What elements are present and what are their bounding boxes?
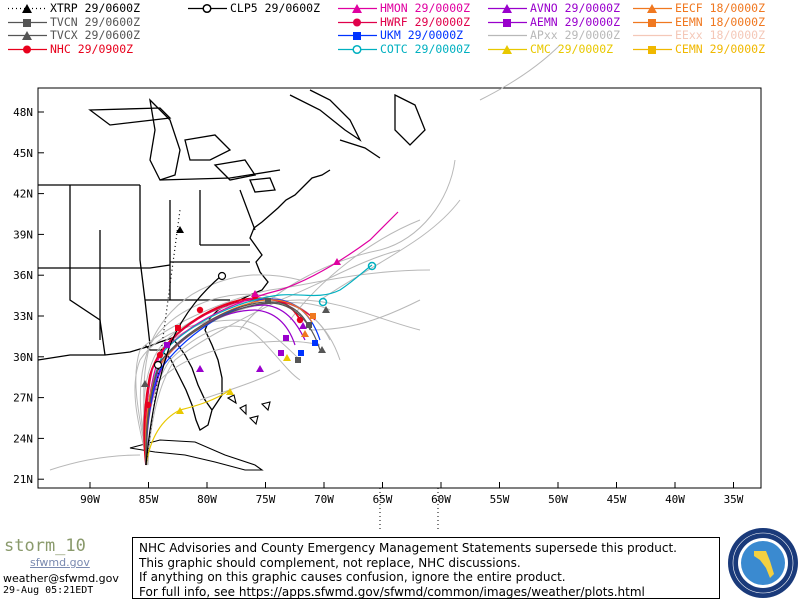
legend-item: HWRF 29/0000Z (335, 14, 485, 29)
legend-label: NHC 29/0900Z (50, 41, 134, 56)
disclaimer-line: If anything on this graphic causes confu… (139, 570, 566, 584)
legend-label: UKM 29/0000Z (380, 28, 464, 42)
legend-item: EExx 18/0000Z (630, 29, 780, 42)
legend-label: HWRF 29/0000Z (380, 14, 471, 29)
latitude-label: 42N (13, 188, 33, 201)
disclaimer-line: NHC Advisories and County Emergency Mana… (139, 541, 677, 555)
storm-logo-text: storm_10 (4, 536, 86, 556)
legend-swatch-icon (633, 45, 672, 54)
legend-item: COTC 29/0000Z (335, 41, 485, 56)
legend-item: AVNO 29/0000Z (485, 2, 635, 15)
disclaimer-line: This graphic should complement, not repl… (139, 555, 521, 570)
issue-date: 29-Aug 05:21EDT (3, 585, 94, 596)
legend-label: EExx 18/0000Z (675, 28, 766, 42)
latitude-label: 30N (13, 351, 33, 364)
longitude-label: 70W (314, 493, 334, 506)
legend-swatch-icon (488, 34, 527, 37)
legend-item: CEMN 29/0000Z (630, 41, 780, 56)
legend-swatch-icon (488, 18, 527, 27)
xtrp-track (145, 209, 181, 466)
latitude-label: 48N (13, 106, 33, 119)
legend-swatch-icon (633, 4, 672, 13)
legend-label: CEMN 29/0000Z (675, 41, 766, 56)
legend-item: TVCX 29/0600Z (5, 29, 155, 42)
legend-swatch-icon (8, 4, 47, 13)
legend-item: UKM 29/0000Z (335, 29, 485, 42)
legend-item: CLP5 29/0600Z (185, 2, 335, 15)
eecf-track (144, 299, 313, 466)
legend-swatch-icon (633, 34, 672, 37)
legend-item: APxx 29/0000Z (485, 29, 635, 42)
latitude-label: 33N (13, 310, 33, 323)
longitude-label: 55W (490, 493, 510, 506)
longitude-label: 65W (373, 493, 393, 506)
legend-label: CLP5 29/0600Z (230, 1, 321, 15)
longitude-label: 50W (548, 493, 568, 506)
legend-swatch-icon (338, 18, 377, 26)
longitude-label: 90W (80, 493, 100, 506)
legend-item: EEMN 18/0000Z (630, 14, 780, 29)
legend-label: XTRP 29/0600Z (50, 1, 141, 15)
legend-swatch-icon (633, 18, 672, 27)
disclaimer-line: For full info, see https://apps.sfwmd.go… (139, 584, 645, 599)
contact-email[interactable]: weather@sfwmd.gov (3, 572, 119, 585)
hwrf-track (144, 298, 316, 466)
longitude-label: 60W (431, 493, 451, 506)
legend-item: CMC 29/0000Z (485, 41, 635, 56)
model-tracks (143, 209, 399, 466)
legend-swatch-icon (8, 31, 47, 40)
legend-swatch-icon (488, 44, 527, 54)
sfwmd-seal-icon (728, 528, 798, 598)
latitude-label: 24N (13, 432, 33, 445)
legend-label: AVNO 29/0000Z (530, 1, 621, 15)
legend-swatch-icon (338, 44, 377, 54)
legend-label: CMC 29/0000Z (530, 41, 614, 56)
legend-label: AEMN 29/0000Z (530, 14, 621, 29)
legend-swatch-icon (8, 45, 47, 53)
legend-label: EECF 18/0000Z (675, 1, 766, 15)
legend-item: AEMN 29/0000Z (485, 14, 635, 29)
legend-swatch-icon (188, 3, 227, 14)
longitude-label: 80W (197, 493, 217, 506)
legend-label: HMON 29/0000Z (380, 1, 471, 15)
legend-swatch-icon (338, 32, 377, 40)
latitude-label: 27N (13, 392, 33, 405)
legend-item: NHC 29/0900Z (5, 41, 155, 56)
latitude-label: 36N (13, 269, 33, 282)
legend-item: HMON 29/0000Z (335, 2, 485, 15)
legend-swatch-icon (488, 4, 527, 13)
latitude-label: 21N (13, 473, 33, 486)
disclaimer-box: NHC Advisories and County Emergency Mana… (132, 537, 720, 599)
legend-item: TVCN 29/0600Z (5, 14, 155, 29)
legend-swatch-icon (8, 18, 47, 27)
legend-label: APxx 29/0000Z (530, 28, 621, 42)
latitude-label: 45N (13, 147, 33, 160)
legend-label: TVCN 29/0600Z (50, 14, 141, 29)
sfwmd-link[interactable]: sfwmd.gov (30, 556, 90, 569)
islands (129, 394, 271, 471)
latitude-labels: 48N 45N 42N 39N 36N 33N 30N 27N 24N 21N (13, 106, 44, 486)
longitude-label: 35W (724, 493, 744, 506)
legend-label: COTC 29/0000Z (380, 41, 471, 56)
longitude-labels: 90W 85W 80W 75W 70W 65W 60W 55W 50W 45W 40W 35W (80, 482, 744, 506)
legend: XTRP 29/0600Z TVCN 29/0600Z TVCX 29/0600Z N… (0, 0, 800, 60)
legend-item: EECF 18/0000Z (630, 2, 780, 15)
hmon-track (145, 211, 399, 466)
longitude-label: 45W (607, 493, 627, 506)
track-markers (141, 226, 377, 414)
tvcx-track (145, 302, 321, 466)
latitude-label: 39N (13, 228, 33, 241)
longitude-label: 75W (256, 493, 276, 506)
legend-swatch-icon (338, 4, 377, 13)
legend-label: TVCX 29/0600Z (50, 28, 141, 42)
longitude-label: 40W (665, 493, 685, 506)
legend-label: EEMN 18/0000Z (675, 14, 766, 29)
legend-item: XTRP 29/0600Z (5, 2, 155, 15)
map-frame (37, 87, 762, 489)
longitude-label: 85W (139, 493, 159, 506)
